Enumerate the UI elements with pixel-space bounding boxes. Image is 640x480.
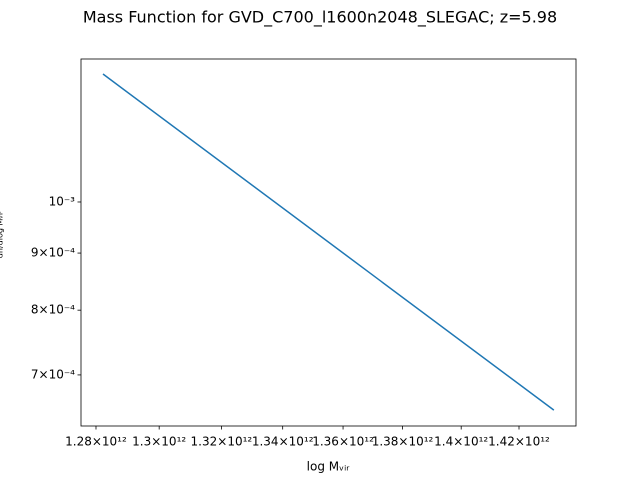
x-tick-label: 1.3×10¹² xyxy=(132,435,186,449)
x-tick-label: 1.36×10¹² xyxy=(312,435,374,449)
y-tick-label: 8×10⁻⁴ xyxy=(31,303,75,317)
x-tick-label: 1.38×10¹² xyxy=(372,435,434,449)
y-tick-label: 9×10⁻⁴ xyxy=(31,246,75,260)
y-tick-label: 7×10⁻⁴ xyxy=(31,367,75,381)
x-tick-label: 1.4×10¹² xyxy=(434,435,488,449)
line-series xyxy=(102,73,555,411)
x-tick-label: 1.42×10¹² xyxy=(488,435,550,449)
x-tick-label: 1.32×10¹² xyxy=(191,435,253,449)
plot-frame xyxy=(80,58,577,427)
x-tick-label: 1.34×10¹² xyxy=(252,435,314,449)
y-tick-label: 10⁻³ xyxy=(49,194,76,208)
x-axis-label: log Mᵥᵢᵣ xyxy=(307,460,351,474)
chart-title: Mass Function for GVD_C700_l1600n2048_SL… xyxy=(83,8,557,28)
x-tick-label: 1.28×10¹² xyxy=(65,435,127,449)
y-axis-label: dn/dlog Mᵥᵢᵣ xyxy=(0,211,5,258)
